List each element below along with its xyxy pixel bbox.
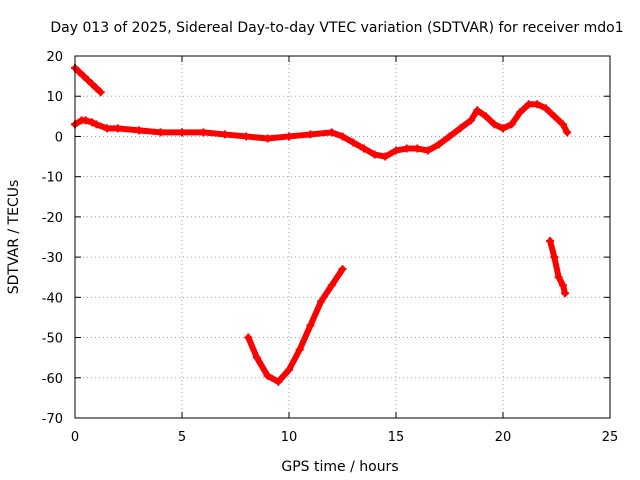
y-tick-labels: -70 -60 -50 -40 -30 -20 -10 0 10 20 (42, 50, 63, 427)
y-tick-label: -70 (42, 412, 63, 427)
data-point (83, 76, 92, 85)
series-line-arc-3 (245, 266, 346, 385)
data-point (546, 237, 555, 246)
data-point (156, 128, 165, 137)
data-point (413, 144, 422, 153)
x-tick-label: 5 (178, 430, 186, 445)
data-point (507, 120, 516, 129)
axis-ticks (74, 55, 611, 419)
data-point (285, 132, 293, 141)
data-point (541, 104, 550, 113)
data-point (473, 106, 482, 115)
data-point (263, 134, 272, 143)
data-point (285, 365, 293, 374)
data-point (103, 124, 112, 133)
data-point (252, 353, 261, 362)
data-point (306, 321, 315, 330)
y-tick-label: 20 (46, 50, 63, 65)
y-tick-label: 0 (55, 130, 63, 145)
y-tick-label: -60 (42, 372, 63, 387)
data-point (349, 138, 358, 147)
y-tick-label: -30 (42, 251, 63, 266)
data-point (499, 124, 507, 133)
data-point (92, 120, 101, 129)
data-point (370, 150, 379, 159)
data-point (244, 333, 253, 342)
data-point (242, 132, 251, 141)
grid (75, 56, 610, 418)
data-point (359, 144, 368, 153)
data-point (338, 265, 347, 274)
data-point (558, 281, 567, 290)
data-point (295, 345, 304, 354)
data-point (88, 80, 97, 89)
data-point (490, 120, 499, 129)
data-point (392, 146, 400, 155)
x-tick-label: 10 (281, 430, 298, 445)
data-point (135, 126, 144, 135)
data-point (381, 152, 390, 161)
data-point (550, 253, 559, 262)
data-point (220, 130, 229, 139)
data-point (481, 112, 490, 121)
y-axis-label: SDTVAR / TECUs (6, 180, 22, 295)
series-line-arc-2 (72, 101, 571, 160)
data-point (338, 132, 347, 141)
data-point (561, 289, 570, 298)
data-point (434, 140, 443, 149)
plot-frame (74, 55, 611, 419)
x-tick-label: 0 (71, 430, 79, 445)
x-tick-label: 20 (495, 430, 512, 445)
data-point (317, 297, 326, 306)
data-point (516, 108, 525, 117)
chart-title: Day 013 of 2025, Sidereal Day-to-day VTE… (50, 20, 623, 36)
data-point (524, 100, 533, 109)
data-point (178, 128, 186, 137)
data-point (75, 68, 84, 77)
data-point (563, 128, 572, 137)
data-point (402, 144, 411, 153)
data-point (554, 273, 563, 282)
data-point (327, 128, 336, 137)
x-axis-label: GPS time / hours (281, 459, 398, 475)
data-point (533, 100, 542, 109)
data-point (327, 281, 336, 290)
data-point (306, 130, 315, 139)
x-tick-label: 15 (388, 430, 405, 445)
y-tick-label: -20 (42, 211, 63, 226)
data-point (81, 116, 90, 125)
data-point (424, 146, 433, 155)
data-series (71, 64, 572, 386)
data-point (199, 128, 208, 137)
data-point (79, 72, 88, 81)
x-tick-label: 25 (602, 430, 619, 445)
data-point (274, 377, 283, 386)
data-point (456, 124, 465, 133)
data-point (558, 120, 567, 129)
y-tick-label: -10 (42, 171, 63, 186)
y-tick-label: -50 (42, 332, 63, 347)
y-tick-label: 10 (46, 90, 63, 105)
data-point (96, 88, 105, 97)
data-point (88, 118, 97, 127)
data-point (466, 116, 475, 125)
data-point (113, 124, 122, 133)
data-point (445, 132, 454, 141)
y-tick-label: -40 (42, 291, 63, 306)
data-point (92, 84, 101, 93)
data-point (550, 112, 559, 121)
x-tick-labels: 0 5 10 15 20 25 (71, 430, 618, 445)
data-point (263, 371, 272, 380)
